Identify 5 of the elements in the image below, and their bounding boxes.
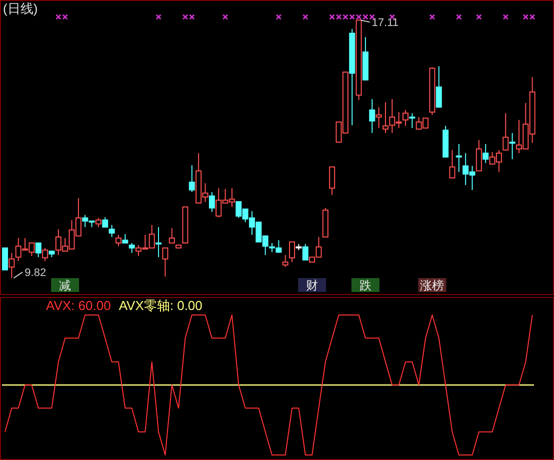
text: AVX: 60.00: [46, 298, 111, 313]
annotation: 9.82: [24, 267, 46, 280]
text: AVX零轴: 0.00: [118, 298, 202, 313]
annotation: 17.11: [372, 17, 398, 30]
chart-title: (日线): [3, 1, 38, 16]
